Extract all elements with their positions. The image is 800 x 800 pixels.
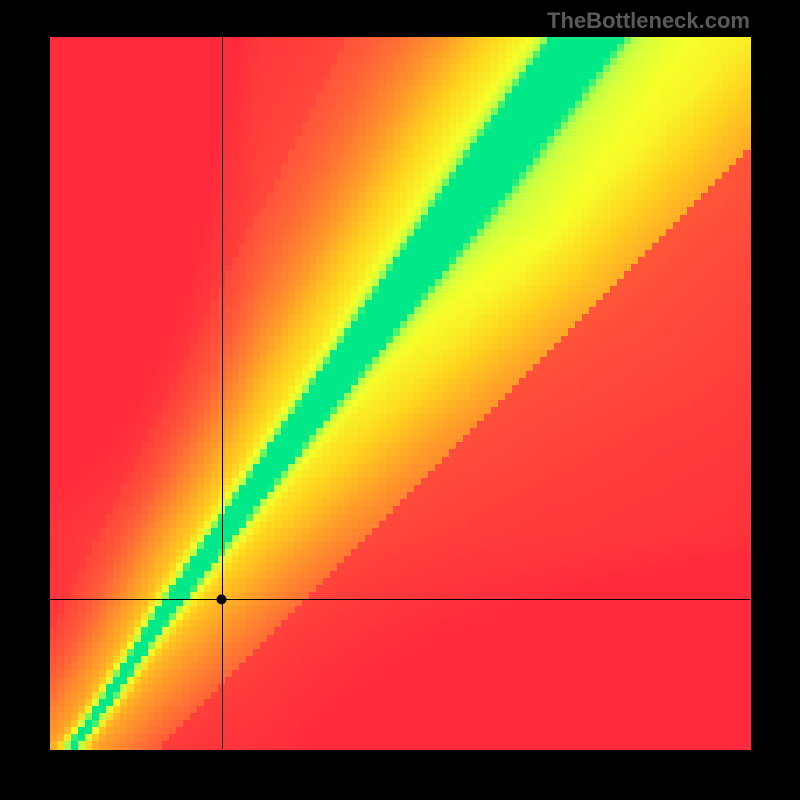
- bottleneck-heatmap: [0, 0, 800, 800]
- chart-container: TheBottleneck.com: [0, 0, 800, 800]
- watermark-text: TheBottleneck.com: [547, 8, 750, 34]
